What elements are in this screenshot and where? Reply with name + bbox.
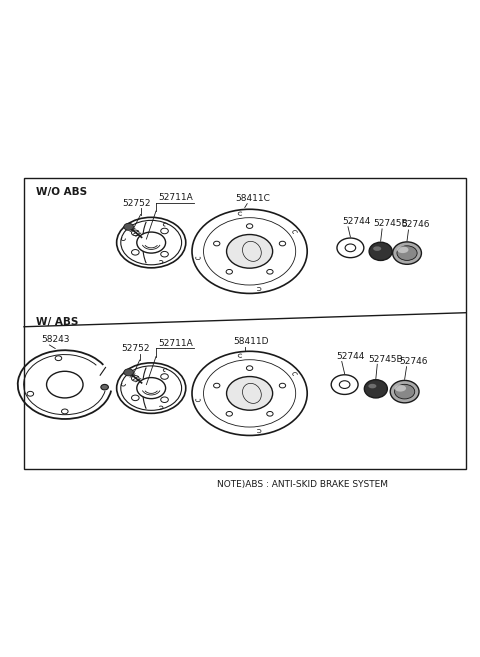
Circle shape [47,371,83,398]
Circle shape [161,252,168,257]
Circle shape [246,224,253,229]
Text: 52711A: 52711A [158,193,193,202]
Ellipse shape [364,380,387,398]
Text: 52745B: 52745B [373,219,408,228]
Text: 52744: 52744 [336,351,364,361]
Circle shape [132,376,139,381]
Circle shape [331,374,358,394]
Circle shape [204,360,296,427]
Circle shape [124,223,133,231]
Circle shape [267,411,273,416]
Text: 52744: 52744 [342,217,371,226]
Ellipse shape [395,384,415,399]
Circle shape [117,363,186,413]
Text: 52746: 52746 [399,357,428,366]
Text: 58411D: 58411D [233,337,268,346]
Ellipse shape [395,385,406,392]
Circle shape [246,366,253,371]
Circle shape [227,376,273,410]
Circle shape [192,351,307,436]
Ellipse shape [397,246,417,260]
Circle shape [132,230,139,236]
Text: 52752: 52752 [122,198,151,208]
Ellipse shape [373,246,381,251]
Circle shape [204,217,296,285]
Ellipse shape [390,380,419,403]
Circle shape [132,395,139,401]
Text: 52711A: 52711A [158,339,193,348]
Text: 52745B: 52745B [369,355,403,363]
Text: W/O ABS: W/O ABS [36,187,87,197]
Ellipse shape [368,384,376,388]
Ellipse shape [397,246,408,253]
Circle shape [55,356,62,361]
Circle shape [345,244,356,252]
Circle shape [194,211,305,292]
Circle shape [226,411,232,416]
Circle shape [214,383,220,388]
Circle shape [101,384,108,390]
Circle shape [61,409,68,414]
Circle shape [267,269,273,274]
Text: NOTE)ABS : ANTI-SKID BRAKE SYSTEM: NOTE)ABS : ANTI-SKID BRAKE SYSTEM [217,480,388,489]
Circle shape [161,228,168,234]
Circle shape [197,355,302,432]
Circle shape [197,213,302,290]
Ellipse shape [369,242,392,260]
Circle shape [121,366,181,411]
Text: 52752: 52752 [121,344,150,353]
Circle shape [137,378,166,399]
Circle shape [121,220,181,265]
Bar [24,177,466,469]
Circle shape [161,374,168,379]
Text: W/ ABS: W/ ABS [36,317,78,327]
Circle shape [227,235,273,268]
Text: 58411C: 58411C [235,194,270,203]
Circle shape [339,381,350,388]
Circle shape [214,241,220,246]
Circle shape [132,250,139,255]
Circle shape [337,238,364,258]
Text: 58243: 58243 [41,335,69,344]
Circle shape [279,383,286,388]
Circle shape [124,369,133,376]
Circle shape [137,232,166,253]
Circle shape [117,217,186,268]
Text: 52746: 52746 [401,220,430,229]
Circle shape [226,269,232,274]
Ellipse shape [393,242,421,264]
Circle shape [192,210,307,294]
Circle shape [161,397,168,403]
Circle shape [194,353,305,434]
Circle shape [279,241,286,246]
Circle shape [27,392,34,396]
